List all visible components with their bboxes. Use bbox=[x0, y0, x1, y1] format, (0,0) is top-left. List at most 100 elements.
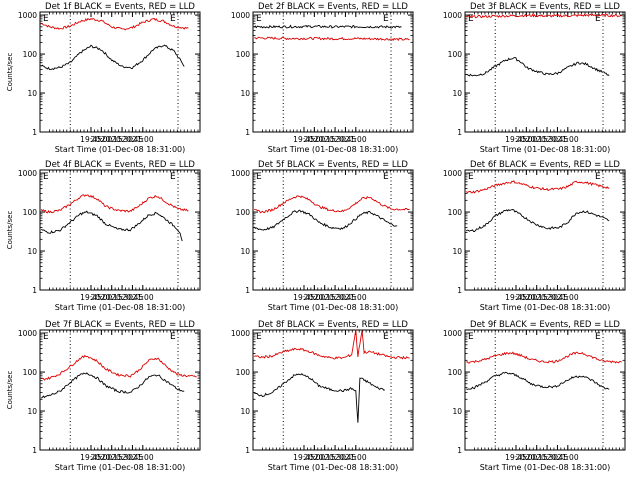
x-axis-label: Start Time (01-Dec-08 18:31:00) bbox=[268, 303, 399, 312]
marker-label: E bbox=[43, 332, 49, 342]
events-series-line bbox=[466, 371, 610, 390]
x-tick-label: 20:00 bbox=[91, 293, 113, 302]
lld-series-line bbox=[465, 180, 610, 194]
x-tick-label: 19:45 bbox=[293, 293, 315, 302]
panel-title: Det 9f BLACK = Events, RED = LLD bbox=[470, 320, 620, 330]
x-tick-label: 20:45 bbox=[547, 453, 569, 462]
x-tick-label: 20:15 bbox=[526, 293, 548, 302]
events-series-line bbox=[466, 57, 610, 77]
lld-series-line bbox=[40, 194, 189, 214]
x-tick-label: 19:45 bbox=[293, 135, 315, 144]
marker-label: E bbox=[595, 332, 601, 342]
lld-series-line bbox=[466, 351, 622, 364]
x-tick-label: 19:45 bbox=[505, 135, 527, 144]
y-tick-label: 10 bbox=[240, 89, 250, 98]
marker-label: E bbox=[43, 172, 49, 182]
events-series-line bbox=[253, 209, 398, 231]
y-tick-label: 1000 bbox=[231, 169, 250, 178]
y-tick-label: 10 bbox=[27, 89, 37, 98]
x-axis-label: Start Time (01-Dec-08 18:31:00) bbox=[268, 145, 399, 154]
x-tick-label: 21:00 bbox=[132, 135, 154, 144]
marker-label: E bbox=[383, 172, 389, 182]
y-tick-label: 10 bbox=[240, 247, 250, 256]
marker-label: E bbox=[256, 332, 262, 342]
x-tick-label: 19:45 bbox=[80, 293, 102, 302]
x-tick-label: 20:30 bbox=[324, 293, 346, 302]
x-tick-label: 21:00 bbox=[345, 135, 367, 144]
x-tick-label: 20:45 bbox=[122, 453, 144, 462]
x-tick-label: 20:00 bbox=[516, 453, 538, 462]
panel-title: Det 3f BLACK = Events, RED = LLD bbox=[470, 2, 620, 12]
x-tick-label: 20:15 bbox=[101, 135, 123, 144]
y-tick-label: 100 bbox=[236, 208, 251, 217]
x-tick-label: 21:00 bbox=[132, 293, 154, 302]
y-tick-label: 1000 bbox=[231, 11, 250, 20]
marker-label: E bbox=[170, 172, 176, 182]
x-tick-label: 20:00 bbox=[304, 453, 326, 462]
y-tick-label: 1 bbox=[457, 286, 462, 295]
events-series-line bbox=[40, 372, 185, 399]
x-tick-label: 21:00 bbox=[557, 453, 579, 462]
panel-title: Det 8f BLACK = Events, RED = LLD bbox=[258, 320, 408, 330]
x-tick-label: 19:45 bbox=[293, 453, 315, 462]
x-tick-label: 21:00 bbox=[557, 135, 579, 144]
y-tick-label: 100 bbox=[236, 368, 251, 377]
y-tick-label: 1000 bbox=[443, 11, 462, 20]
x-tick-label: 20:30 bbox=[324, 453, 346, 462]
x-tick-label: 21:00 bbox=[557, 293, 579, 302]
lld-series-line bbox=[254, 195, 410, 214]
panel-title: Det 7f BLACK = Events, RED = LLD bbox=[45, 320, 195, 330]
panel-4: Det 4f BLACK = Events, RED = LLD 1 10 100 10… bbox=[6, 160, 201, 312]
lld-series-line bbox=[466, 13, 622, 19]
events-series-line bbox=[40, 210, 183, 242]
y-axis-label: Counts/sec bbox=[6, 371, 14, 410]
x-tick-label: 20:15 bbox=[314, 135, 336, 144]
y-tick-label: 1 bbox=[32, 286, 37, 295]
panel-8: Det 8f BLACK = Events, RED = LLD 1 10 100 10… bbox=[231, 320, 414, 472]
plot-frame bbox=[464, 11, 626, 133]
lld-series-line bbox=[41, 354, 197, 381]
y-tick-label: 1 bbox=[245, 286, 250, 295]
x-axis-label: Start Time (01-Dec-08 18:31:00) bbox=[480, 145, 611, 154]
x-tick-label: 20:15 bbox=[314, 453, 336, 462]
panel-3: Det 3f BLACK = Events, RED = LLD 1 10 100 10… bbox=[443, 2, 626, 154]
y-tick-label: 1000 bbox=[443, 169, 462, 178]
x-tick-label: 20:15 bbox=[526, 135, 548, 144]
panel-1: Det 1f BLACK = Events, RED = LLD 1 10 100 10… bbox=[6, 2, 201, 154]
x-tick-label: 20:15 bbox=[526, 453, 548, 462]
lld-series-line bbox=[254, 36, 410, 42]
panel-9: Det 9f BLACK = Events, RED = LLD 1 10 100 10… bbox=[443, 320, 626, 472]
x-tick-label: 20:00 bbox=[516, 293, 538, 302]
x-tick-label: 20:45 bbox=[122, 135, 144, 144]
y-axis-label: Counts/sec bbox=[6, 211, 14, 250]
x-tick-label: 20:45 bbox=[122, 293, 144, 302]
y-tick-label: 100 bbox=[23, 368, 38, 377]
events-series-line bbox=[465, 209, 610, 232]
x-tick-label: 20:15 bbox=[314, 293, 336, 302]
x-tick-label: 20:00 bbox=[91, 135, 113, 144]
y-tick-label: 10 bbox=[240, 407, 250, 416]
y-tick-label: 100 bbox=[23, 208, 38, 217]
plot-frame bbox=[252, 329, 414, 451]
plot-frame bbox=[39, 11, 201, 133]
panel-title: Det 6f BLACK = Events, RED = LLD bbox=[470, 160, 620, 170]
x-tick-label: 20:30 bbox=[111, 135, 133, 144]
y-tick-label: 10 bbox=[452, 247, 462, 256]
marker-label: E bbox=[468, 332, 474, 342]
x-axis-label: Start Time (01-Dec-08 18:31:00) bbox=[55, 303, 186, 312]
x-tick-label: 20:45 bbox=[547, 293, 569, 302]
plot-frame bbox=[39, 169, 201, 291]
y-tick-label: 1 bbox=[32, 446, 37, 455]
marker-label: E bbox=[170, 332, 176, 342]
y-tick-label: 1 bbox=[245, 128, 250, 137]
x-axis-label: Start Time (01-Dec-08 18:31:00) bbox=[268, 463, 399, 472]
plot-frame bbox=[252, 169, 414, 291]
y-axis-label: Counts/sec bbox=[6, 53, 14, 92]
y-tick-label: 10 bbox=[452, 407, 462, 416]
x-tick-label: 20:45 bbox=[335, 293, 357, 302]
y-tick-label: 100 bbox=[236, 50, 251, 59]
marker-label: E bbox=[595, 172, 601, 182]
y-tick-label: 1000 bbox=[18, 11, 37, 20]
